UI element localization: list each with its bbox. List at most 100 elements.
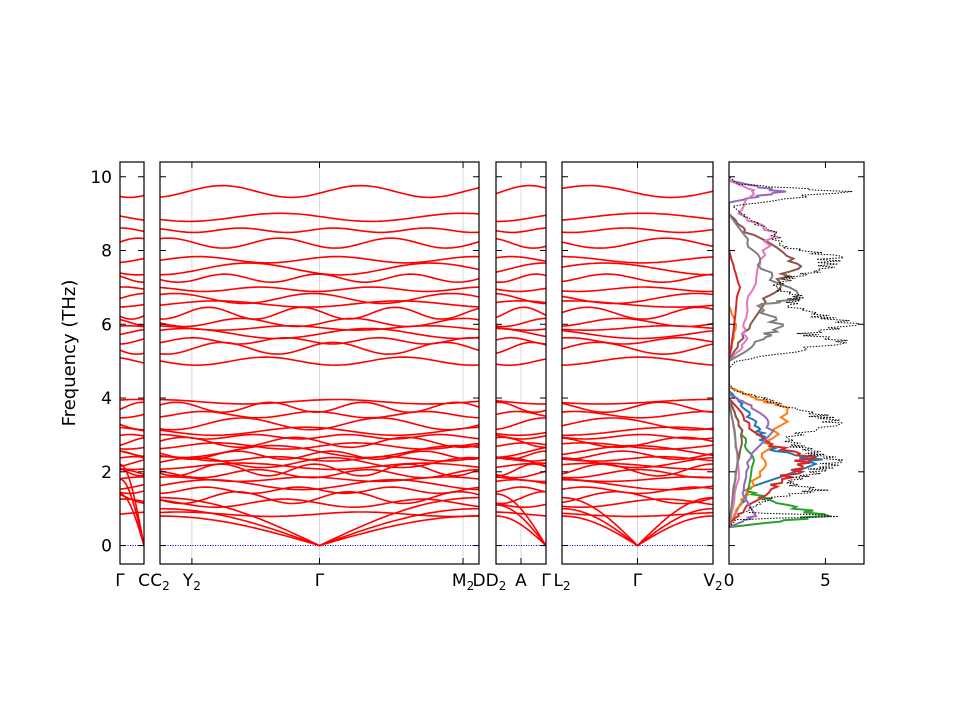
phonon-band-line (562, 498, 713, 508)
phonon-band-line (120, 357, 144, 364)
y-tick-label: 0 (101, 537, 112, 557)
phonon-band-line (496, 184, 546, 195)
phonon-band-line (120, 275, 144, 283)
band-panel-frame (119, 161, 145, 565)
phonon-band-line (120, 511, 144, 515)
phonon-band-line (562, 450, 713, 461)
phonon-band-line (562, 417, 713, 431)
phonon-band-line (120, 227, 144, 233)
phonon-band-line (496, 502, 546, 508)
acoustic-band-line (120, 493, 144, 546)
phonon-band-line (120, 237, 144, 243)
phonon-band-line (562, 436, 713, 449)
phonon-band-line (120, 194, 144, 199)
phonon-band-line (496, 326, 546, 331)
phonon-band-line (160, 317, 479, 328)
phonon-band-line (120, 315, 144, 320)
k-point-label: M2 (452, 571, 474, 593)
phonon-band-line (496, 227, 546, 234)
phonon-band-line (120, 318, 144, 327)
phonon-band-line (120, 398, 144, 401)
k-point-label: Γ (315, 571, 325, 591)
phonon-band-line (160, 237, 479, 249)
total-dos-line (729, 176, 861, 528)
k-point-label: V2 (703, 571, 722, 593)
band-panel-4 (562, 184, 713, 547)
phonon-band-line (496, 431, 546, 437)
band-panel-3 (496, 184, 546, 547)
phonon-band-line (160, 262, 479, 276)
y-tick-label: 8 (101, 242, 112, 262)
dos-panel (729, 176, 861, 529)
partial-dos-line (729, 213, 801, 528)
phonon-band-line (120, 401, 144, 411)
phonon-band-line (120, 257, 144, 264)
phonon-band-line (496, 486, 546, 493)
phonon-band-line (160, 184, 479, 199)
phonon-band-line (496, 358, 546, 366)
phonon-band-line (120, 413, 144, 419)
phonon-band-line (496, 255, 546, 262)
band-panel-1 (120, 194, 144, 547)
phonon-band-line (562, 468, 713, 479)
phonon-band-line (160, 456, 479, 469)
y-tick-label: 4 (101, 389, 112, 409)
phonon-band-line (562, 262, 713, 276)
phonon-band-line (160, 436, 479, 449)
phonon-band-line (562, 398, 713, 405)
acoustic-band-line (160, 515, 479, 547)
phonon-band-line (562, 426, 713, 437)
phonon-band-line (160, 325, 479, 332)
phonon-band-line (496, 306, 546, 319)
phonon-band-line (120, 450, 144, 458)
phonon-band-line (496, 511, 546, 517)
phonon-band-line (120, 433, 144, 437)
phonon-band-line (562, 184, 713, 199)
phonon-band-line (562, 486, 713, 495)
k-point-label: C (138, 571, 150, 591)
phonon-band-line (120, 303, 144, 308)
phonon-band-line (496, 490, 546, 505)
phonon-band-line (120, 286, 144, 290)
phonon-band-line (496, 410, 546, 417)
dos-x-tick-label: 0 (724, 571, 735, 591)
phonon-band-line (120, 325, 144, 328)
phonon-band-line (120, 436, 144, 447)
partial-dos-line (729, 305, 791, 528)
partial-dos-line (729, 212, 803, 528)
phonon-band-line (120, 490, 144, 495)
phonon-band-line (160, 212, 479, 223)
phonon-band-line (160, 468, 479, 479)
phonon-band-line (562, 286, 713, 293)
phonon-band-line (562, 317, 713, 328)
phonon-band-line (496, 434, 546, 440)
phonon-band-line (562, 227, 713, 234)
k-point-label: Γ (115, 571, 125, 591)
phonon-band-line (120, 292, 144, 300)
phonon-band-line (160, 401, 479, 414)
phonon-band-line (562, 237, 713, 249)
phonon-band-line (496, 470, 546, 479)
phonon-band-line (160, 398, 479, 405)
phonon-band-line (562, 273, 713, 283)
acoustic-band-line (120, 463, 144, 546)
acoustic-band-line (562, 515, 713, 547)
phonon-band-line (496, 237, 546, 249)
phonon-band-line (496, 287, 546, 293)
phonon-band-line (496, 401, 546, 413)
phonon-band-line (160, 455, 479, 462)
k-point-label: L2 (553, 571, 570, 593)
phonon-band-line (160, 286, 479, 293)
phonon-band-line (496, 450, 546, 461)
phonon-band-line (160, 255, 479, 264)
phonon-band-line (496, 214, 546, 223)
phonon-band-line (496, 273, 546, 283)
phonon-band-line (160, 486, 479, 495)
k-point-label: D (472, 571, 485, 591)
phonon-band-line (120, 272, 144, 276)
phonon-band-line (120, 338, 144, 345)
y-axis-title: Frequency (THz) (59, 280, 80, 427)
phonon-band-line (120, 467, 144, 477)
